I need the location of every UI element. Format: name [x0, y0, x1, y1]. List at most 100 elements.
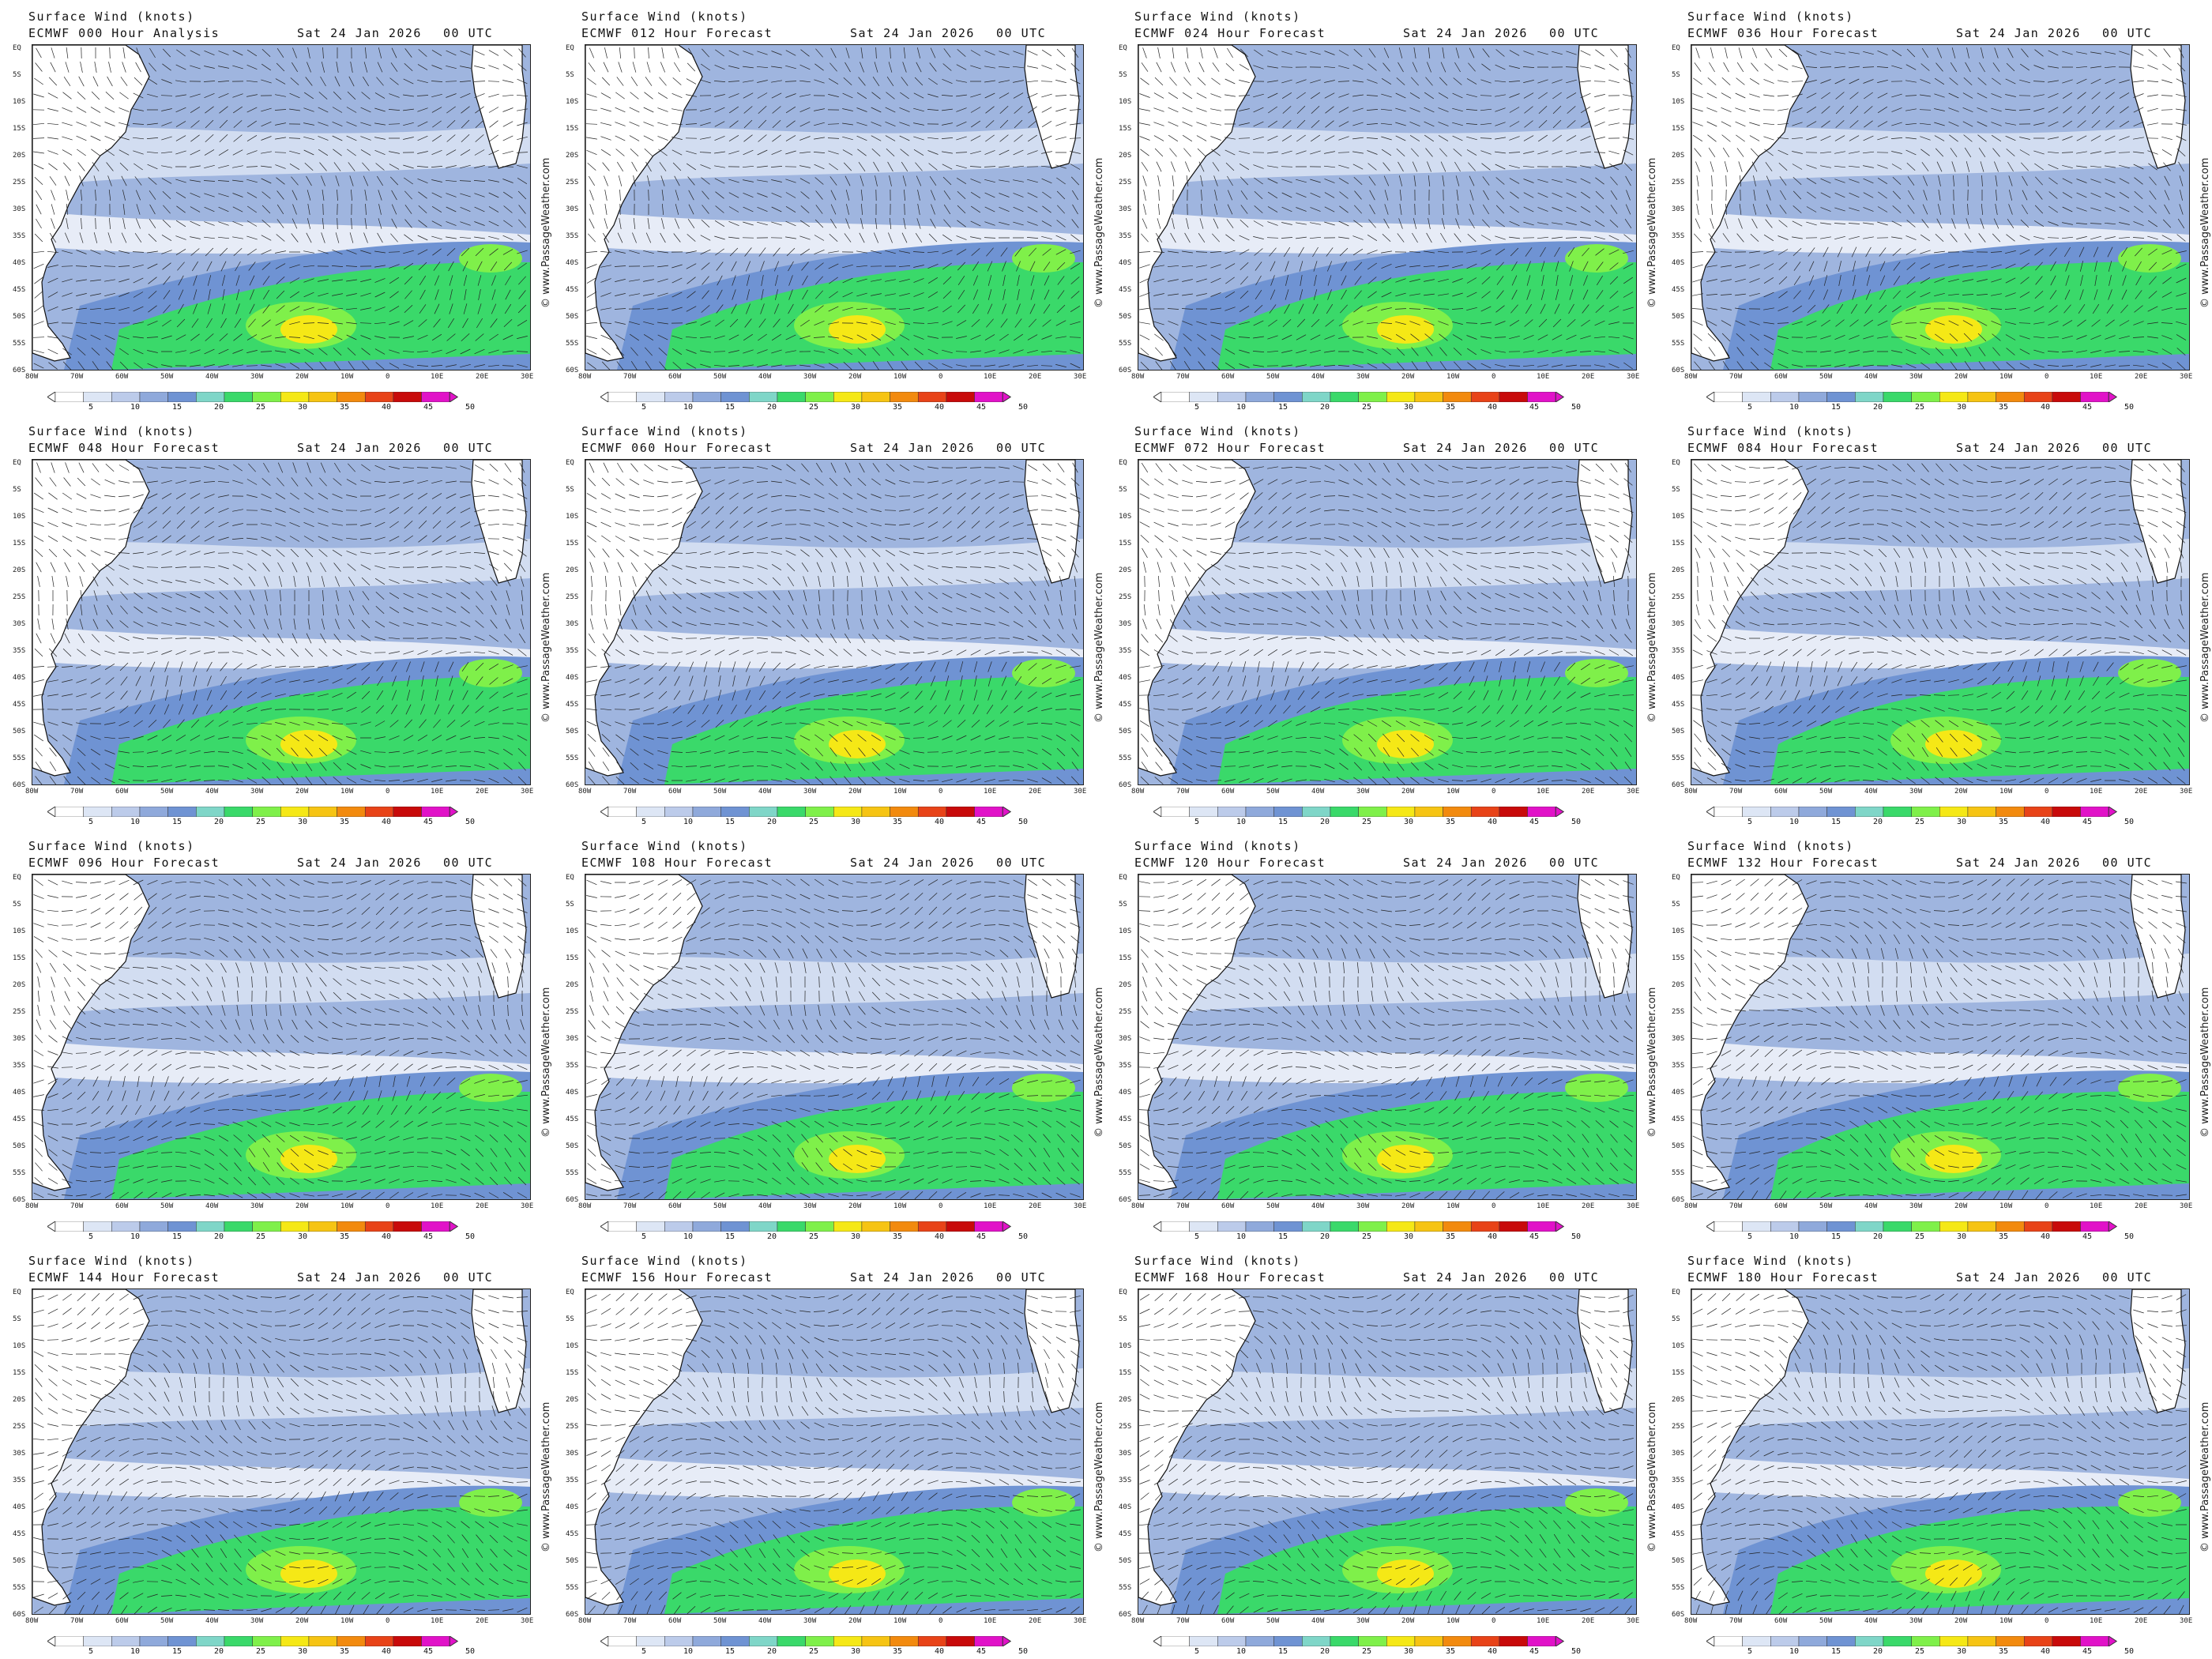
lon-label: 10E [1537, 1617, 1550, 1625]
lon-label: 20W [1401, 788, 1415, 796]
lon-label: 70W [623, 373, 637, 381]
lon-label: 10W [1446, 1202, 1460, 1210]
colorbar-label: 45 [1529, 403, 1540, 412]
lon-label: 50W [713, 1202, 727, 1210]
lon-label: 50W [713, 373, 727, 381]
forecast-panel[interactable]: Surface Wind (knots) ECMWF 180 Hour Forec… [1659, 1244, 2212, 1659]
lat-label: 20S [1672, 1396, 1685, 1404]
lon-label: 10E [1537, 1202, 1550, 1210]
lon-label: 80W [25, 1617, 39, 1625]
forecast-panel[interactable]: Surface Wind (knots) ECMWF 084 Hour Forec… [1659, 415, 2212, 830]
forecast-panel[interactable]: Surface Wind (knots) ECMWF 156 Hour Forec… [553, 1244, 1106, 1659]
panel-utc: 00 UTC [2102, 26, 2153, 40]
lat-label: 15S [13, 1369, 26, 1377]
forecast-panel[interactable]: Surface Wind (knots) ECMWF 096 Hour Forec… [0, 830, 553, 1244]
lat-label: 30S [13, 1450, 26, 1458]
colorbar-label: 25 [809, 403, 819, 412]
lat-label: 60S [1672, 781, 1685, 789]
colorbar-label: 50 [1018, 403, 1029, 412]
map-area [1691, 44, 2190, 371]
colorbar-label: 45 [1529, 1647, 1540, 1656]
lat-label: EQ [1119, 459, 1127, 467]
colorbar-label: 5 [1747, 818, 1753, 826]
wind-speed-map [32, 45, 530, 370]
forecast-panel[interactable]: Surface Wind (knots) ECMWF 144 Hour Forec… [0, 1244, 553, 1659]
colorbar [600, 392, 1012, 402]
colorbar-wrap [1706, 1636, 2125, 1646]
forecast-panel[interactable]: Surface Wind (knots) ECMWF 048 Hour Forec… [0, 415, 553, 830]
lat-label: 50S [1119, 728, 1132, 735]
panel-title: Surface Wind (knots) [1687, 424, 1854, 438]
colorbar-label: 40 [935, 1232, 945, 1241]
forecast-panel[interactable]: Surface Wind (knots) ECMWF 024 Hour Forec… [1106, 0, 1659, 415]
lon-label: 80W [1684, 373, 1698, 381]
lat-label: 30S [566, 1035, 579, 1043]
colorbar-wrap [47, 1221, 466, 1232]
lat-label: 20S [1672, 566, 1685, 574]
panel-subtitle: ECMWF 156 Hour Forecast [581, 1270, 773, 1285]
lat-label: 20S [566, 566, 579, 574]
lon-label: 60W [668, 788, 682, 796]
colorbar-label: 5 [88, 1232, 94, 1241]
panel-subtitle-line: ECMWF 156 Hour Forecast Sat 24 Jan 2026 00… [581, 1270, 1045, 1285]
forecast-panel[interactable]: Surface Wind (knots) ECMWF 132 Hour Forec… [1659, 830, 2212, 1244]
lon-label: 30W [1909, 373, 1923, 381]
colorbar-label: 30 [298, 1232, 308, 1241]
lat-label: 15S [1672, 954, 1685, 962]
lat-label: 20S [13, 566, 26, 574]
colorbar-label: 15 [725, 1647, 735, 1656]
lat-label: 10S [1672, 98, 1685, 106]
colorbar-wrap [600, 1221, 1019, 1232]
lon-label: 0 [386, 788, 390, 796]
lat-label: 10S [1672, 1342, 1685, 1350]
lat-label: EQ [566, 44, 574, 52]
lat-label: 40S [566, 1503, 579, 1511]
lon-label: 10W [893, 1202, 907, 1210]
colorbar-label: 20 [1320, 1647, 1330, 1656]
lat-label: 5S [566, 71, 574, 79]
forecast-panel[interactable]: Surface Wind (knots) ECMWF 168 Hour Forec… [1106, 1244, 1659, 1659]
colorbar-label: 30 [851, 1647, 861, 1656]
lat-label: 40S [1119, 674, 1132, 682]
lat-label: 50S [1672, 313, 1685, 321]
colorbar-label: 50 [2124, 1232, 2135, 1241]
lat-label: 45S [13, 1530, 26, 1538]
lon-label: 0 [1492, 788, 1496, 796]
colorbar-label: 25 [1362, 1232, 1372, 1241]
lat-label: EQ [1672, 1288, 1680, 1296]
lat-label: 45S [1119, 701, 1132, 709]
colorbar-label: 10 [130, 1232, 141, 1241]
lat-label: 25S [1672, 179, 1685, 186]
lat-label: 25S [13, 1008, 26, 1016]
colorbar [600, 1636, 1012, 1646]
lat-label: 40S [13, 1089, 26, 1097]
panel-date: Sat 24 Jan 2026 [297, 26, 422, 40]
colorbar-label: 10 [1789, 1647, 1800, 1656]
colorbar-wrap [1153, 807, 1572, 817]
panel-subtitle-line: ECMWF 096 Hour Forecast Sat 24 Jan 2026 00… [28, 856, 492, 870]
colorbar-label: 10 [683, 403, 694, 412]
forecast-panel[interactable]: Surface Wind (knots) ECMWF 072 Hour Forec… [1106, 415, 1659, 830]
lat-label: 35S [1119, 1477, 1132, 1484]
colorbar-wrap [1706, 807, 2125, 817]
colorbar-label: 30 [1404, 818, 1414, 826]
lat-label: 35S [1672, 1062, 1685, 1070]
forecast-panel[interactable]: Surface Wind (knots) ECMWF 036 Hour Forec… [1659, 0, 2212, 415]
panel-date: Sat 24 Jan 2026 [1403, 26, 1528, 40]
colorbar-label: 25 [256, 1647, 266, 1656]
lon-label: 50W [1819, 1202, 1833, 1210]
forecast-panel[interactable]: Surface Wind (knots) ECMWF 108 Hour Forec… [553, 830, 1106, 1244]
lon-label: 60W [115, 788, 129, 796]
colorbar-label: 5 [88, 1647, 94, 1656]
forecast-panel[interactable]: Surface Wind (knots) ECMWF 012 Hour Forec… [553, 0, 1106, 415]
lat-label: 5S [13, 71, 21, 79]
lat-label: 15S [566, 125, 579, 133]
colorbar [1706, 1221, 2118, 1232]
forecast-panel[interactable]: Surface Wind (knots) ECMWF 000 Hour Analy… [0, 0, 553, 415]
forecast-panel[interactable]: Surface Wind (knots) ECMWF 060 Hour Forec… [553, 415, 1106, 830]
lat-label: 15S [566, 1369, 579, 1377]
colorbar-label: 5 [1194, 403, 1200, 412]
lon-label: 20W [295, 788, 309, 796]
forecast-panel[interactable]: Surface Wind (knots) ECMWF 120 Hour Forec… [1106, 830, 1659, 1244]
